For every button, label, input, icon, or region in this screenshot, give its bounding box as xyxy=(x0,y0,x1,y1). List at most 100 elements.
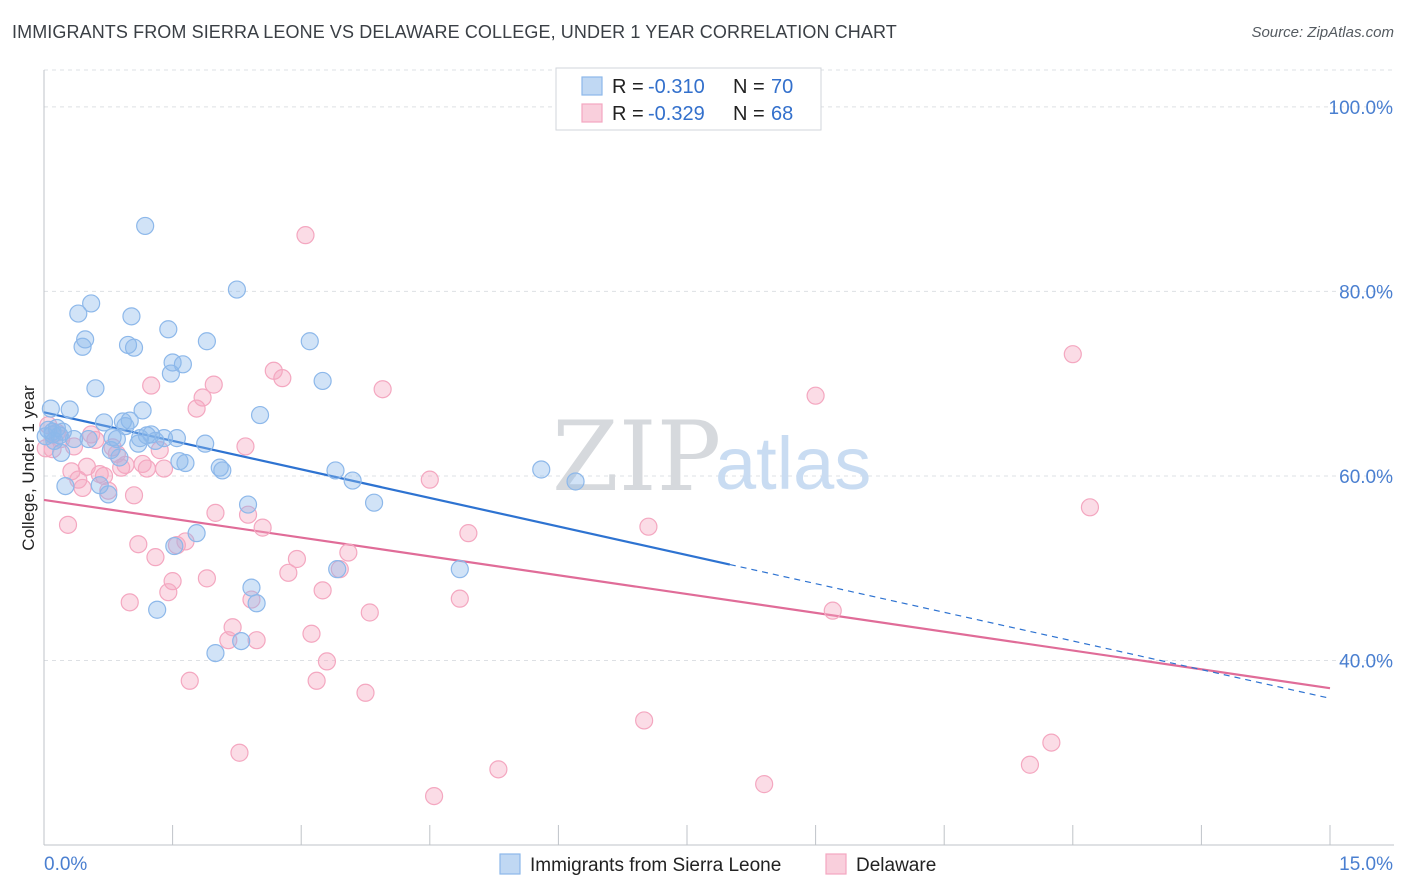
trend-line-sierra-leone xyxy=(43,411,731,566)
data-point xyxy=(165,536,184,556)
data-point xyxy=(197,569,216,588)
data-point xyxy=(317,652,337,671)
data-point xyxy=(356,683,375,702)
data-point xyxy=(206,503,225,522)
data-point xyxy=(1080,498,1100,517)
data-point xyxy=(120,593,139,612)
data-point xyxy=(450,589,469,608)
data-point xyxy=(154,459,174,478)
data-point xyxy=(52,443,71,462)
trend-line-sierra-leone-projection xyxy=(729,563,1331,699)
data-point xyxy=(56,477,75,496)
data-point xyxy=(230,743,249,762)
data-point xyxy=(635,711,654,730)
trend-lines xyxy=(43,411,1331,699)
data-point xyxy=(120,411,139,430)
data-point xyxy=(639,517,658,536)
data-point xyxy=(424,787,444,806)
data-point xyxy=(53,422,72,441)
y-axis-title: College, Under 1 year xyxy=(19,385,38,551)
data-point xyxy=(79,429,98,449)
data-point xyxy=(242,578,261,597)
legend-n-value: 68 xyxy=(771,103,793,125)
data-point xyxy=(197,332,216,351)
data-point xyxy=(287,549,307,569)
data-point xyxy=(806,386,825,405)
data-point xyxy=(253,518,272,537)
chart-title: IMMIGRANTS FROM SIERRA LEONE VS DELAWARE… xyxy=(12,22,897,42)
data-point xyxy=(196,434,215,453)
bottom-legend-swatch xyxy=(825,853,847,875)
data-point xyxy=(107,429,126,449)
bottom-legend: Immigrants from Sierra Leone Delaware xyxy=(499,853,936,876)
data-point xyxy=(163,572,182,591)
y-tick-label: 40.0% xyxy=(1339,651,1393,672)
data-point xyxy=(360,603,379,622)
bottom-legend-label: Immigrants from Sierra Leone xyxy=(530,855,781,876)
gridlines xyxy=(44,69,1394,661)
top-legend: R = -0.310 N = 70 R = -0.329 N = 68 xyxy=(555,67,822,131)
data-point xyxy=(489,760,508,779)
data-point xyxy=(94,413,114,432)
x-tick-label: 15.0% xyxy=(1339,854,1393,875)
data-point xyxy=(307,671,326,690)
data-point xyxy=(136,216,155,236)
data-point xyxy=(279,563,298,582)
data-point xyxy=(64,429,84,449)
legend-n-label: N = xyxy=(733,103,765,125)
data-point xyxy=(823,601,842,620)
data-point xyxy=(328,560,347,579)
data-point xyxy=(296,226,315,245)
data-points xyxy=(36,216,1100,806)
data-point xyxy=(532,460,551,479)
data-point xyxy=(133,401,152,420)
data-point xyxy=(154,429,174,448)
bottom-legend-swatch xyxy=(499,853,521,875)
y-tick-label: 80.0% xyxy=(1339,282,1393,303)
data-point xyxy=(58,515,78,534)
data-point xyxy=(204,375,223,394)
data-point xyxy=(450,560,469,579)
data-point xyxy=(459,524,478,543)
data-point xyxy=(343,471,362,490)
data-point xyxy=(273,369,292,388)
data-point xyxy=(339,543,358,562)
data-point xyxy=(159,583,178,602)
trend-line-delaware xyxy=(43,498,1331,690)
legend-n-label: N = xyxy=(733,76,765,98)
data-point xyxy=(373,380,392,399)
legend-r-value: -0.310 xyxy=(648,76,705,98)
data-point xyxy=(364,493,384,512)
data-point xyxy=(1063,345,1082,364)
data-point xyxy=(566,472,585,491)
data-point xyxy=(238,505,258,524)
data-point xyxy=(76,330,95,349)
watermark: ZIP atlas xyxy=(552,401,871,513)
data-point xyxy=(206,643,225,663)
data-point xyxy=(82,294,101,313)
data-point xyxy=(223,618,242,637)
watermark-atlas: atlas xyxy=(715,422,871,505)
chart-source: Source: ZipAtlas.com xyxy=(1251,24,1394,41)
data-point xyxy=(250,405,270,425)
legend-r-label: R = xyxy=(612,103,644,125)
data-point xyxy=(236,437,255,456)
data-point xyxy=(193,388,212,407)
data-point xyxy=(1020,755,1040,774)
data-point xyxy=(142,376,161,395)
data-point xyxy=(238,495,258,514)
legend-n-value: 70 xyxy=(771,76,793,98)
data-point xyxy=(210,458,229,477)
data-point xyxy=(122,307,141,326)
data-point xyxy=(187,399,206,418)
data-point xyxy=(187,524,206,543)
bottom-legend-label: Delaware xyxy=(856,855,936,876)
data-point xyxy=(110,448,129,467)
watermark-zip: ZIP xyxy=(552,401,721,513)
data-point xyxy=(69,304,88,323)
data-point xyxy=(94,466,114,486)
data-point xyxy=(129,535,148,554)
y-tick-labels: 40.0% 60.0% 80.0% 100.0% xyxy=(1329,98,1394,673)
y-tick-label: 100.0% xyxy=(1329,98,1394,119)
data-point xyxy=(124,338,144,357)
